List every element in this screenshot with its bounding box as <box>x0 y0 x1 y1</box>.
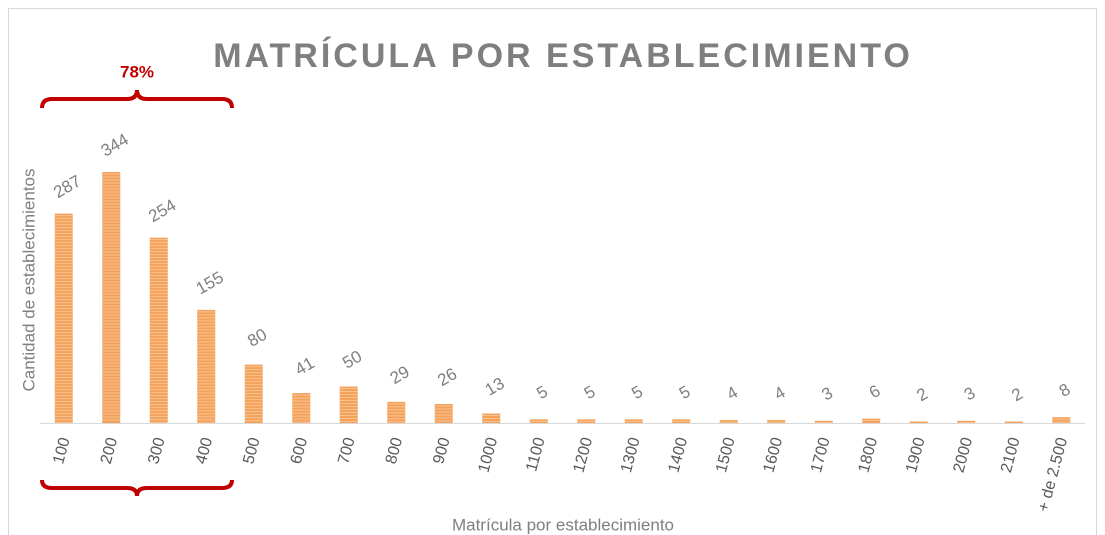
bar <box>529 419 548 423</box>
y-axis-label: Cantidad de establecimientos <box>19 168 38 391</box>
bar <box>719 420 738 423</box>
bar <box>482 413 501 423</box>
bar <box>197 309 216 423</box>
bar <box>957 420 976 423</box>
bar <box>767 420 786 423</box>
x-tick-label: 300 <box>145 436 168 466</box>
brace-bottom <box>40 479 234 497</box>
bar <box>434 404 453 423</box>
bar <box>244 364 263 423</box>
x-tick-label: 700 <box>335 436 358 466</box>
bar <box>339 386 358 423</box>
bar <box>862 418 881 423</box>
x-tick-label: 200 <box>98 436 121 466</box>
bar <box>814 420 833 423</box>
x-tick-label: 400 <box>193 436 216 466</box>
annotation: 78% <box>120 62 154 81</box>
bar <box>54 213 73 423</box>
x-tick-label: 900 <box>430 436 453 466</box>
bar <box>909 421 928 423</box>
bar <box>577 419 596 423</box>
bar <box>672 419 691 423</box>
bar <box>624 419 643 423</box>
chart-border <box>8 8 1097 535</box>
x-axis-label: Matrícula por establecimiento <box>452 515 674 534</box>
brace-top <box>40 89 234 109</box>
bar <box>1052 417 1071 423</box>
bar <box>292 393 311 423</box>
bar <box>102 172 121 423</box>
bar <box>387 401 406 423</box>
x-tick-label: 600 <box>288 436 311 466</box>
x-tick-label: 500 <box>240 436 263 466</box>
bar <box>149 237 168 423</box>
x-tick-label: 100 <box>50 436 73 466</box>
bar <box>1004 421 1023 423</box>
chart-title: MATRÍCULA POR ESTABLECIMIENTO <box>213 37 913 75</box>
x-tick-label: 800 <box>383 436 406 466</box>
